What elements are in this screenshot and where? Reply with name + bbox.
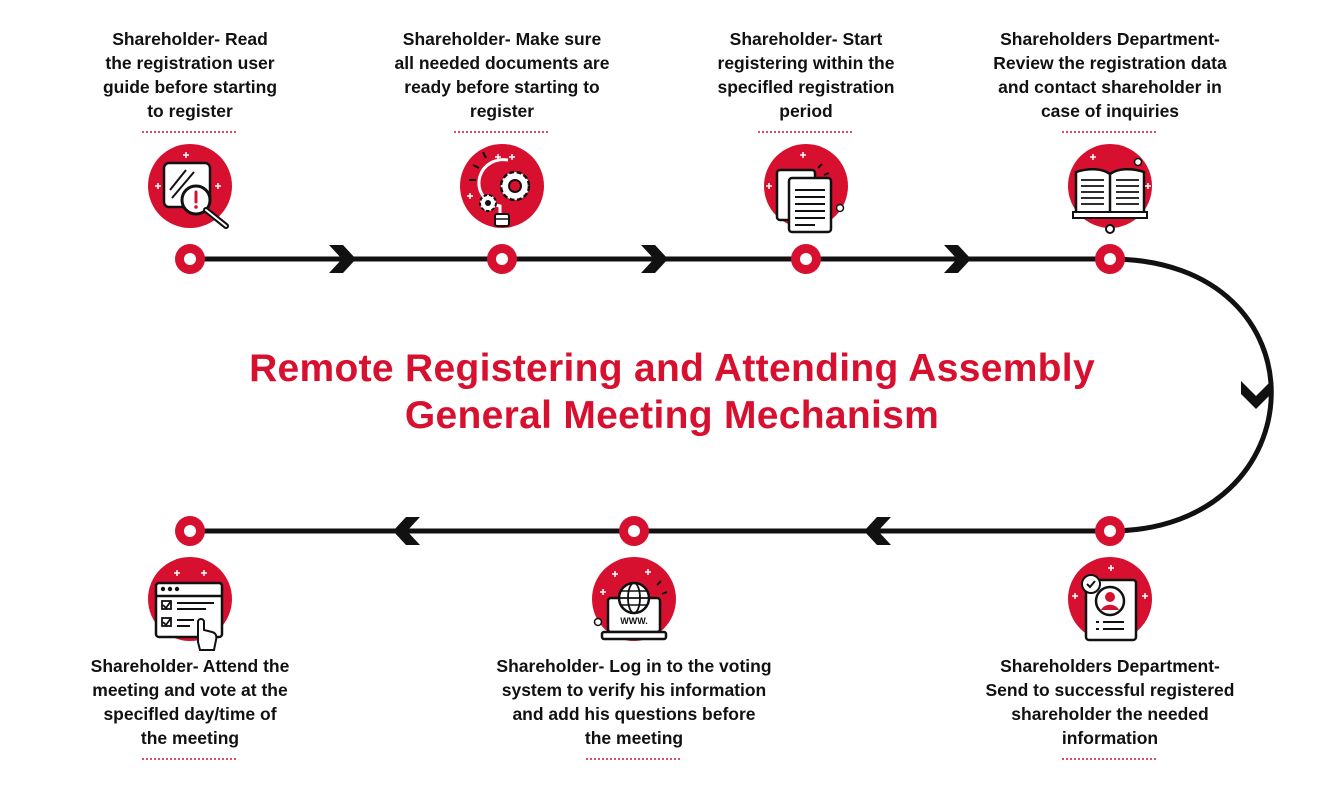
step-line: registering within the (717, 53, 895, 73)
step-line: Shareholders Department- (1000, 656, 1220, 676)
step-line: and contact shareholder in (998, 77, 1222, 97)
direction-arrows (329, 245, 1271, 545)
node-marker (1095, 244, 1125, 274)
node-marker (175, 244, 205, 274)
step-line: guide before starting (102, 77, 278, 97)
arrow-right-icon (944, 245, 971, 273)
step-line: meeting and vote at the (92, 680, 288, 700)
step-line: Send to successful registered (985, 680, 1235, 700)
arrow-left-icon (864, 517, 891, 545)
dotted-dividers (142, 131, 1158, 760)
arrow-down-icon (1241, 381, 1271, 409)
step-line: Shareholder- Read (112, 29, 268, 49)
lightbulb-gears-icon (460, 144, 544, 228)
step-line: the meeting (140, 728, 240, 748)
step-line: information (1061, 728, 1159, 748)
step-line: Shareholder- Log in to the voting (496, 656, 772, 676)
node-marker (175, 516, 205, 546)
arrow-right-icon (329, 245, 356, 273)
step-review-data: Shareholders Department- Review the regi… (960, 27, 1260, 123)
laptop-globe-icon: WWW. (592, 557, 676, 641)
step-line: Shareholders Department- (1000, 29, 1220, 49)
title-line-2: General Meeting Mechanism (404, 394, 940, 437)
step-line: Shareholder- Attend the (90, 656, 290, 676)
step-line: specifled day/time of (103, 704, 277, 724)
timeline-nodes (175, 244, 1125, 546)
step-attend-vote: Shareholder- Attend the meeting and vote… (40, 654, 340, 750)
step-read-guide: Shareholder- Read the registration user … (40, 27, 340, 123)
timeline-curve (1109, 256, 1274, 534)
step-prepare-documents: Shareholder- Make sure all needed docume… (352, 27, 652, 123)
step-line: the meeting (584, 728, 684, 748)
svg-text:WWW.: WWW. (620, 616, 648, 626)
step-line: system to verify his information (501, 680, 767, 700)
node-marker (487, 244, 517, 274)
step-start-registering: Shareholder- Start registering within th… (656, 27, 956, 123)
step-line: Shareholder- Start (729, 29, 883, 49)
step-line: all needed documents are (394, 53, 610, 73)
guide-magnifier-alert-icon (148, 144, 232, 229)
step-line: Review the registration data (993, 53, 1227, 73)
step-line: specifled registration (717, 77, 895, 97)
checklist-click-icon (148, 557, 232, 651)
step-line: period (779, 101, 833, 121)
documents-icon (764, 144, 848, 234)
arrow-left-icon (393, 517, 420, 545)
step-line: and add his questions before (512, 704, 756, 724)
arrow-right-icon (641, 245, 668, 273)
step-line: shareholder the needed (1011, 704, 1209, 724)
node-marker (1095, 516, 1125, 546)
step-log-in-voting: Shareholder- Log in to the voting system… (484, 654, 784, 750)
diagram-title: Remote Registering and Attending Assembl… (200, 345, 1144, 439)
title-line-1: Remote Registering and Attending Assembl… (249, 347, 1095, 390)
step-line: register (469, 101, 535, 121)
step-line: ready before starting to (404, 77, 600, 97)
node-marker (791, 244, 821, 274)
step-line: case of inquiries (1040, 101, 1180, 121)
step-line: the registration user (105, 53, 275, 73)
open-book-icon (1068, 144, 1152, 234)
user-profile-document-icon (1068, 557, 1152, 642)
step-line: Shareholder- Make sure (402, 29, 602, 49)
step-line: to register (147, 101, 233, 121)
node-marker (619, 516, 649, 546)
step-send-information: Shareholders Department- Send to success… (960, 654, 1260, 750)
